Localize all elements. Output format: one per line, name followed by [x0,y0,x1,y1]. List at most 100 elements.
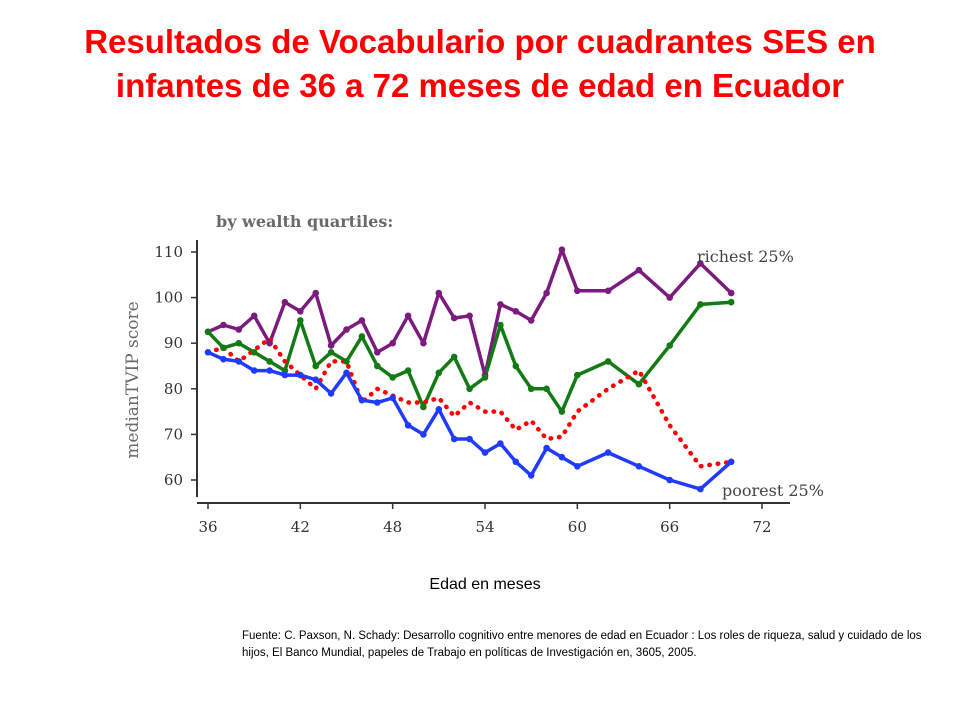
data-point [250,367,258,374]
data-point [281,371,289,379]
data-point [374,362,381,370]
x-tick-label: 66 [660,518,679,536]
series-line-0 [206,247,733,377]
data-point [604,287,612,295]
data-point [281,298,289,306]
data-point [435,406,443,413]
x-tick-label: 60 [568,518,587,536]
data-point [558,453,566,461]
data-point [312,362,320,370]
data-point [574,371,581,379]
data-point [666,476,673,484]
data-point [389,394,397,402]
data-point [343,326,350,333]
data-point [220,321,227,329]
series-points [204,246,735,493]
y-tick-label: 80 [164,380,183,398]
data-point [250,349,258,356]
data-point [543,289,550,297]
data-point [697,301,704,308]
data-point [297,308,304,315]
annotation-richest: richest 25% [697,247,794,266]
data-point [604,358,612,365]
annotation-poorest: poorest 25% [722,481,824,500]
data-point [604,449,612,456]
data-point [374,399,381,406]
y-tick-label: 70 [164,425,183,443]
data-point [358,396,366,404]
data-point [727,289,735,297]
data-point [220,355,227,363]
data-point [312,289,320,297]
data-point [404,312,412,320]
series-line-2 [205,336,734,469]
data-point [358,317,366,324]
data-point [435,369,443,377]
data-point [250,312,258,320]
y-tick-label: 110 [154,243,183,261]
data-point [558,246,566,253]
data-point [358,333,366,340]
data-point [404,367,412,374]
data-point [204,349,212,356]
data-point [466,435,473,443]
source-note: Fuente: C. Paxson, N. Schady: Desarrollo… [242,630,922,659]
data-point [220,344,227,352]
data-point [420,403,427,411]
data-point [527,472,535,479]
data-point [666,342,673,349]
data-point [497,301,504,308]
data-point [543,385,550,393]
y-axis-label: medianTVIP score [123,301,143,458]
data-point [235,326,243,333]
data-point [450,314,458,322]
y-tick-label: 60 [164,471,183,489]
data-point [450,353,458,361]
data-point [635,266,643,274]
data-point [558,408,566,415]
x-tick-label: 48 [383,518,402,536]
data-point [666,294,673,301]
data-point [343,369,350,377]
data-point [481,374,489,381]
data-point [266,358,273,365]
x-tick-label: 36 [198,518,217,536]
data-point [389,339,397,347]
data-point [327,349,335,356]
slide-title: Resultados de Vocabulario por cuadrantes… [84,23,876,104]
data-point [343,358,350,365]
data-point [204,328,212,336]
data-point [327,390,335,397]
data-point [450,435,458,443]
data-point [635,380,643,388]
data-point [697,485,704,493]
data-point [312,376,320,384]
x-tick-label: 72 [752,518,771,536]
data-point [266,339,273,347]
data-point [574,463,581,470]
data-point [435,289,443,297]
data-point [697,260,704,267]
data-point [297,317,304,324]
x-tick-label: 54 [475,518,494,536]
data-point [527,385,535,393]
data-point [374,349,381,356]
data-point [389,374,397,381]
data-point [497,440,504,447]
data-point [512,458,520,466]
data-point [420,339,427,347]
data-point [327,342,335,349]
data-point [497,321,504,329]
data-point [527,317,535,324]
data-point [481,449,489,456]
data-point [420,431,427,438]
x-tick-label: 42 [291,518,310,536]
data-point [574,287,581,295]
data-point [635,463,643,470]
data-point [404,422,412,429]
x-ticks: 36 42 48 54 60 66 72 [198,503,772,536]
x-axis-caption: Edad en meses [429,576,541,593]
y-ticks: 60 70 80 90 100 110 [154,243,197,489]
data-point [466,385,473,393]
